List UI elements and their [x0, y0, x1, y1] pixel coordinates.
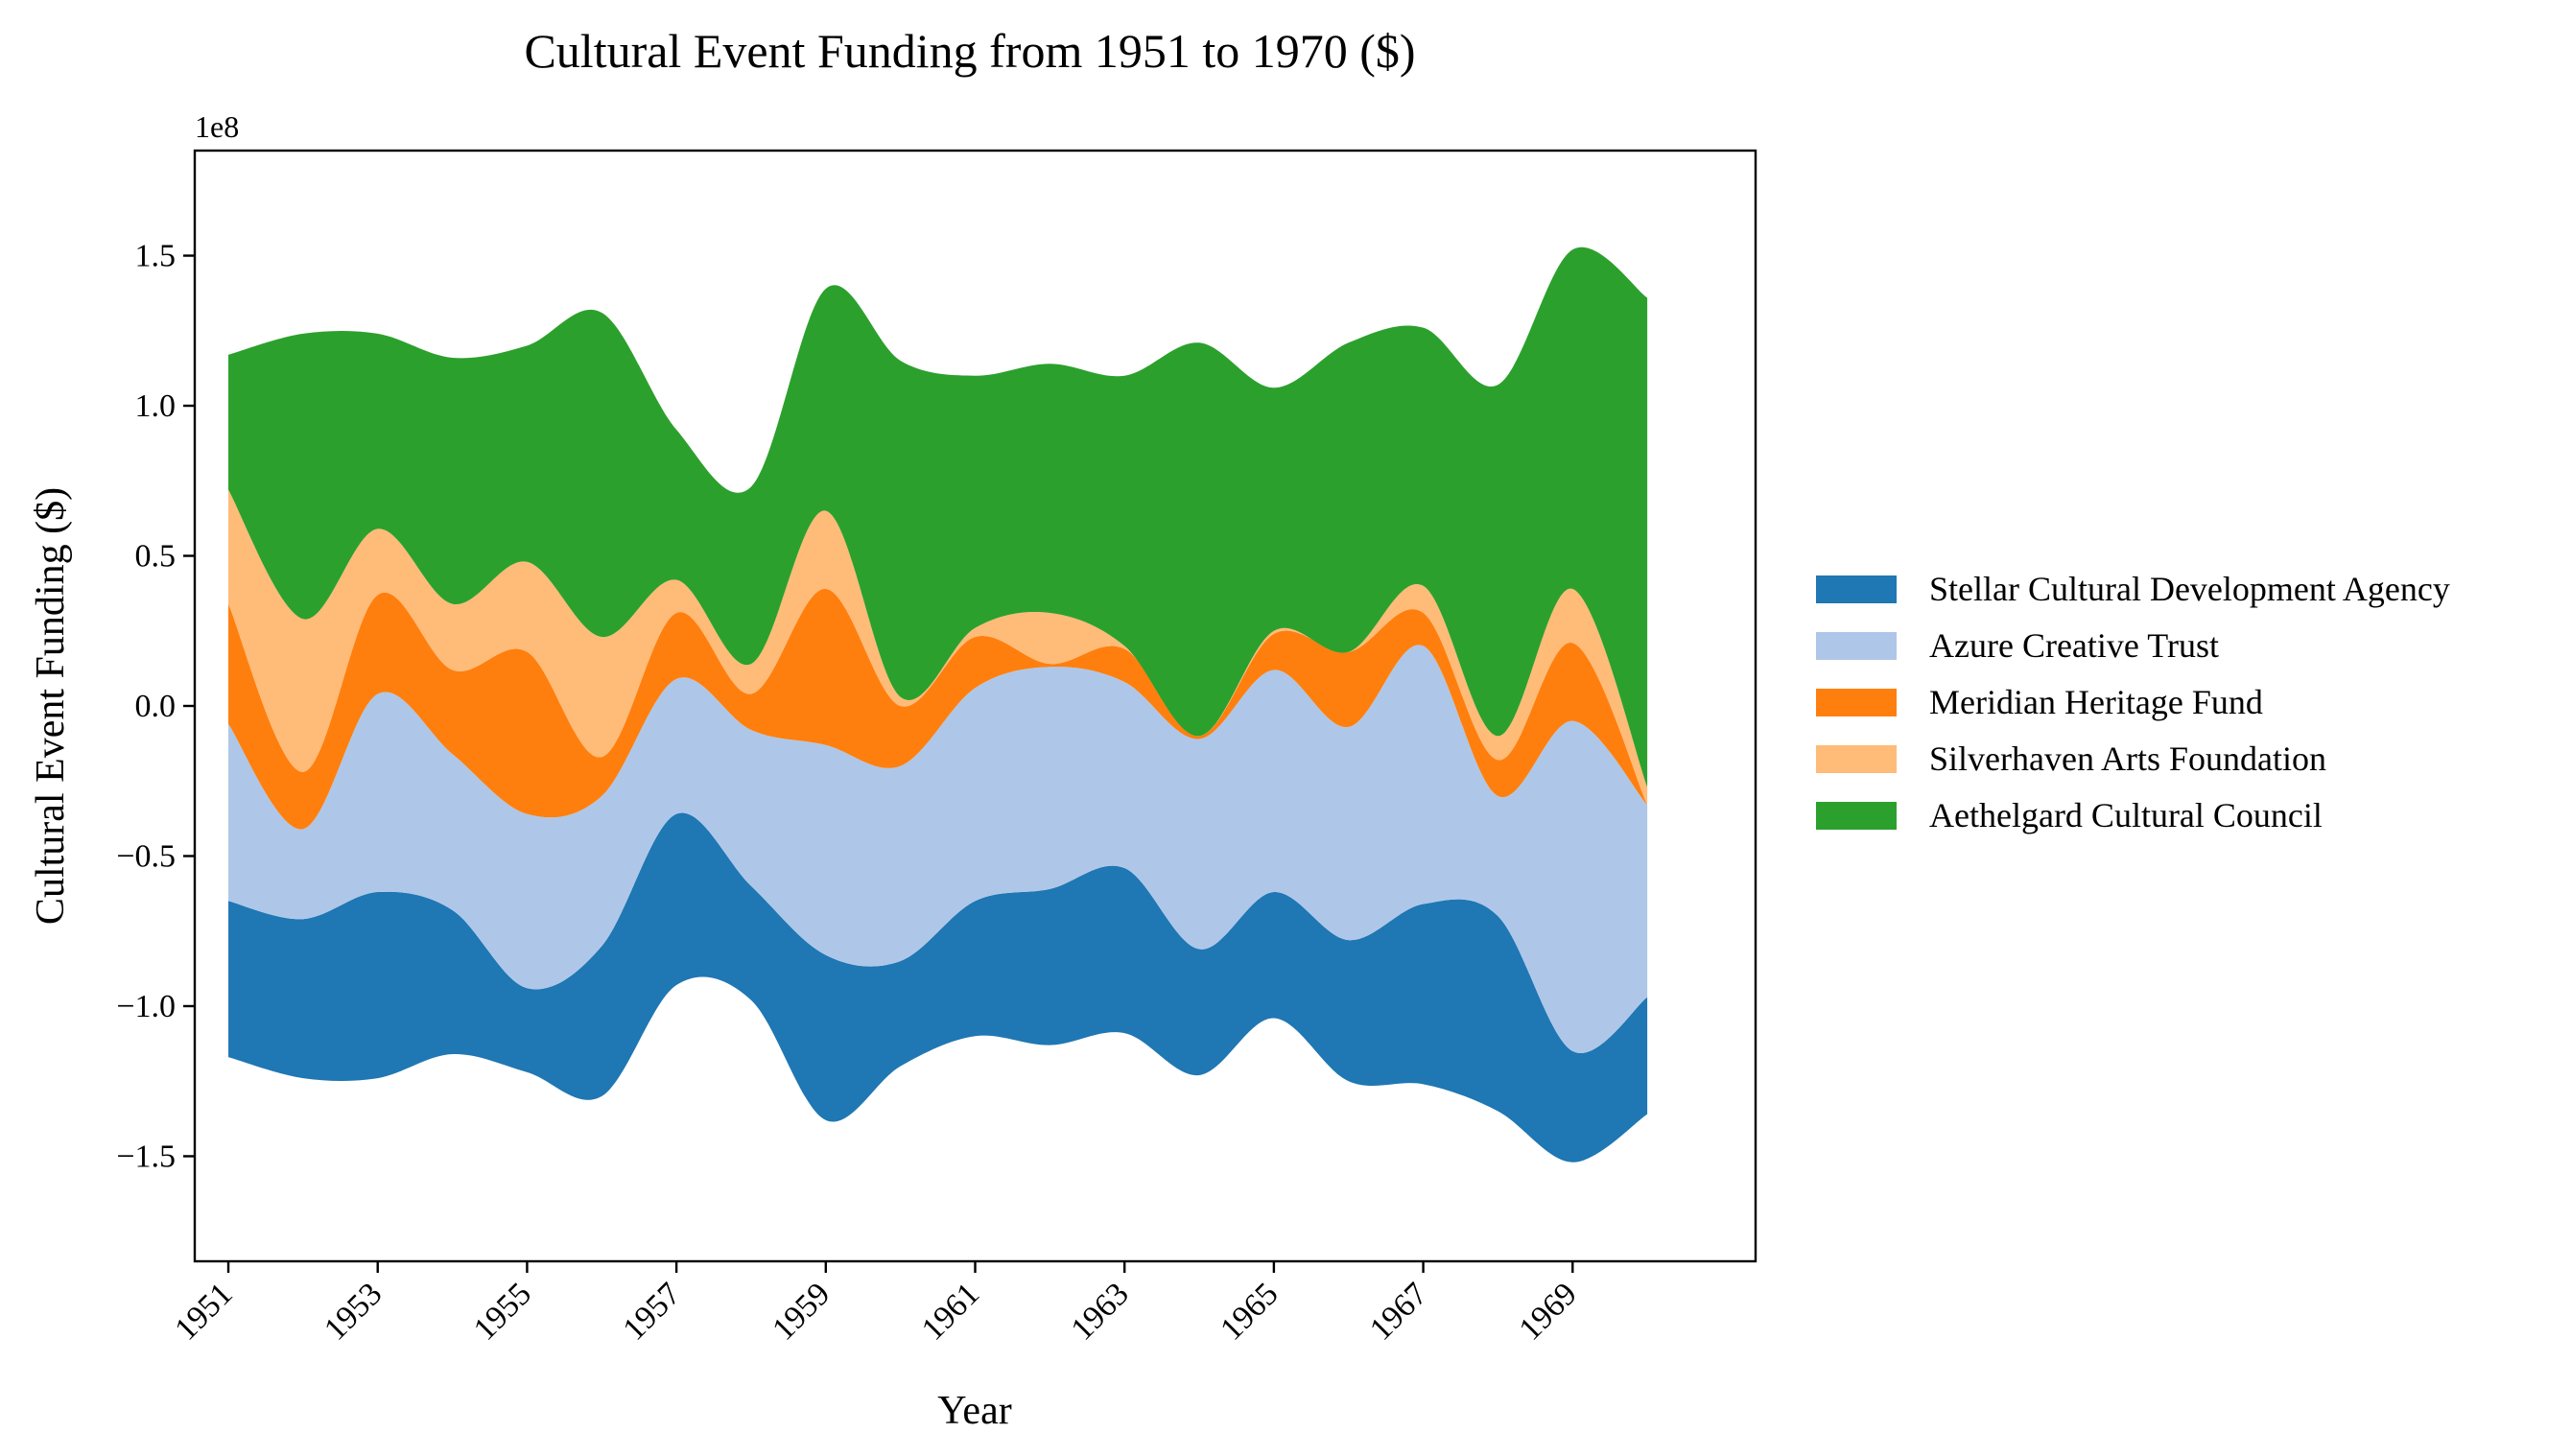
legend-swatch	[1816, 802, 1897, 830]
x-tick-label: 1955	[467, 1276, 538, 1347]
y-axis: −1.5 −1.0 −0.5 0.0 0.5 1.0 1.5	[116, 239, 195, 1174]
legend-entry: Azure Creative Trust	[1816, 626, 2219, 665]
legend-label: Azure Creative Trust	[1929, 626, 2219, 665]
x-tick-label: 1967	[1363, 1276, 1434, 1347]
legend-label: Aethelgard Cultural Council	[1929, 796, 2323, 834]
stream-meridian-heritage-fund	[228, 588, 1648, 830]
stream-aethelgard-cultural-council	[228, 247, 1648, 787]
y-offset-label: 1e8	[195, 109, 239, 144]
legend-swatch	[1816, 689, 1897, 716]
x-tick-label: 1951	[168, 1276, 239, 1347]
y-tick-label: 1.0	[135, 388, 177, 424]
legend-label: Silverhaven Arts Foundation	[1929, 740, 2326, 778]
legend-entry: Aethelgard Cultural Council	[1816, 796, 2323, 834]
stream-stellar-cultural-development-agency	[228, 812, 1648, 1162]
legend-entry: Meridian Heritage Fund	[1816, 683, 2263, 721]
x-axis: 1951 1953 1955 1957 1959 1961 1963 1965 1967 1969	[168, 1261, 1584, 1348]
x-tick-label: 1963	[1065, 1276, 1136, 1347]
stream-silverhaven-arts-foundation	[228, 489, 1648, 806]
legend-swatch	[1816, 745, 1897, 773]
legend-label: Stellar Cultural Development Agency	[1929, 570, 2450, 608]
y-tick-label: 0.0	[135, 689, 177, 724]
stream-azure-creative-trust	[228, 645, 1648, 1054]
y-tick-label: 1.5	[135, 239, 177, 274]
legend-swatch	[1816, 575, 1897, 603]
legend: Stellar Cultural Development Agency Azure…	[1816, 570, 2450, 834]
y-tick-label: 0.5	[135, 539, 177, 575]
x-tick-label: 1961	[915, 1276, 986, 1347]
chart-title: Cultural Event Funding from 1951 to 1970…	[524, 24, 1415, 78]
x-axis-label: Year	[937, 1389, 1011, 1433]
x-tick-label: 1957	[617, 1276, 688, 1347]
x-tick-label: 1953	[318, 1276, 389, 1347]
plot-area	[228, 247, 1648, 1162]
legend-swatch	[1816, 632, 1897, 660]
y-tick-label: −0.5	[116, 838, 176, 874]
legend-entry: Stellar Cultural Development Agency	[1816, 570, 2450, 608]
y-tick-label: −1.0	[116, 989, 176, 1024]
y-tick-label: −1.5	[116, 1139, 176, 1174]
legend-entry: Silverhaven Arts Foundation	[1816, 740, 2326, 778]
legend-label: Meridian Heritage Fund	[1929, 683, 2263, 721]
x-tick-label: 1965	[1214, 1276, 1285, 1347]
y-axis-label: Cultural Event Funding ($)	[29, 487, 73, 925]
x-tick-label: 1959	[766, 1276, 837, 1347]
x-tick-label: 1969	[1513, 1276, 1584, 1347]
